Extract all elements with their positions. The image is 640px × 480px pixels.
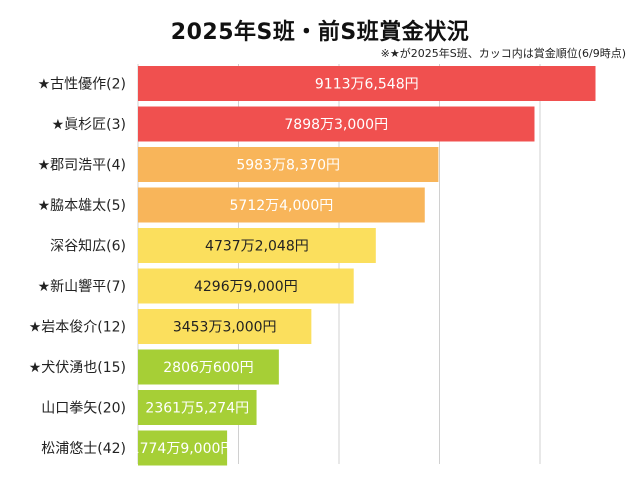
data-label: 9113万6,548円 <box>315 77 419 93</box>
data-label: 1774万9,000円 <box>131 441 235 457</box>
data-label: 2361万5,274円 <box>145 401 249 417</box>
category-label: ★眞杉匠(3) <box>52 117 126 133</box>
data-label: 4296万9,000円 <box>194 279 298 295</box>
bar <box>138 390 257 425</box>
chart-note: ※★が2025年S班、カッコ内は賞金順位(6/9時点) <box>380 47 626 60</box>
category-label: 山口拳矢(20) <box>41 401 126 417</box>
bar <box>138 106 535 142</box>
data-label: 3453万3,000円 <box>173 320 277 336</box>
data-label: 4737万2,048円 <box>205 239 309 255</box>
category-label: ★古性優作(2) <box>38 77 126 93</box>
category-label: 松浦悠士(42) <box>41 441 126 457</box>
bar <box>138 147 439 182</box>
bar <box>138 228 376 263</box>
bar <box>138 187 425 223</box>
data-label: 5712万4,000円 <box>230 198 334 214</box>
category-label: 深谷知広(6) <box>50 238 126 255</box>
category-label: ★犬伏湧也(15) <box>29 360 126 376</box>
category-label: ★郡司浩平(4) <box>38 158 126 174</box>
chart-title: 2025年S班・前S班賞金状況 <box>170 20 470 45</box>
bar <box>138 268 354 304</box>
data-label: 5983万8,370円 <box>236 158 340 174</box>
category-label: ★岩本俊介(12) <box>29 320 126 336</box>
category-label: ★新山響平(7) <box>38 278 126 295</box>
bar <box>138 430 228 466</box>
data-label: 7898万3,000円 <box>284 117 388 133</box>
bar <box>138 309 312 344</box>
category-label: ★脇本雄太(5) <box>38 198 126 214</box>
bar <box>138 66 596 101</box>
data-label: 2806万600円 <box>163 360 253 376</box>
bar <box>138 349 279 385</box>
